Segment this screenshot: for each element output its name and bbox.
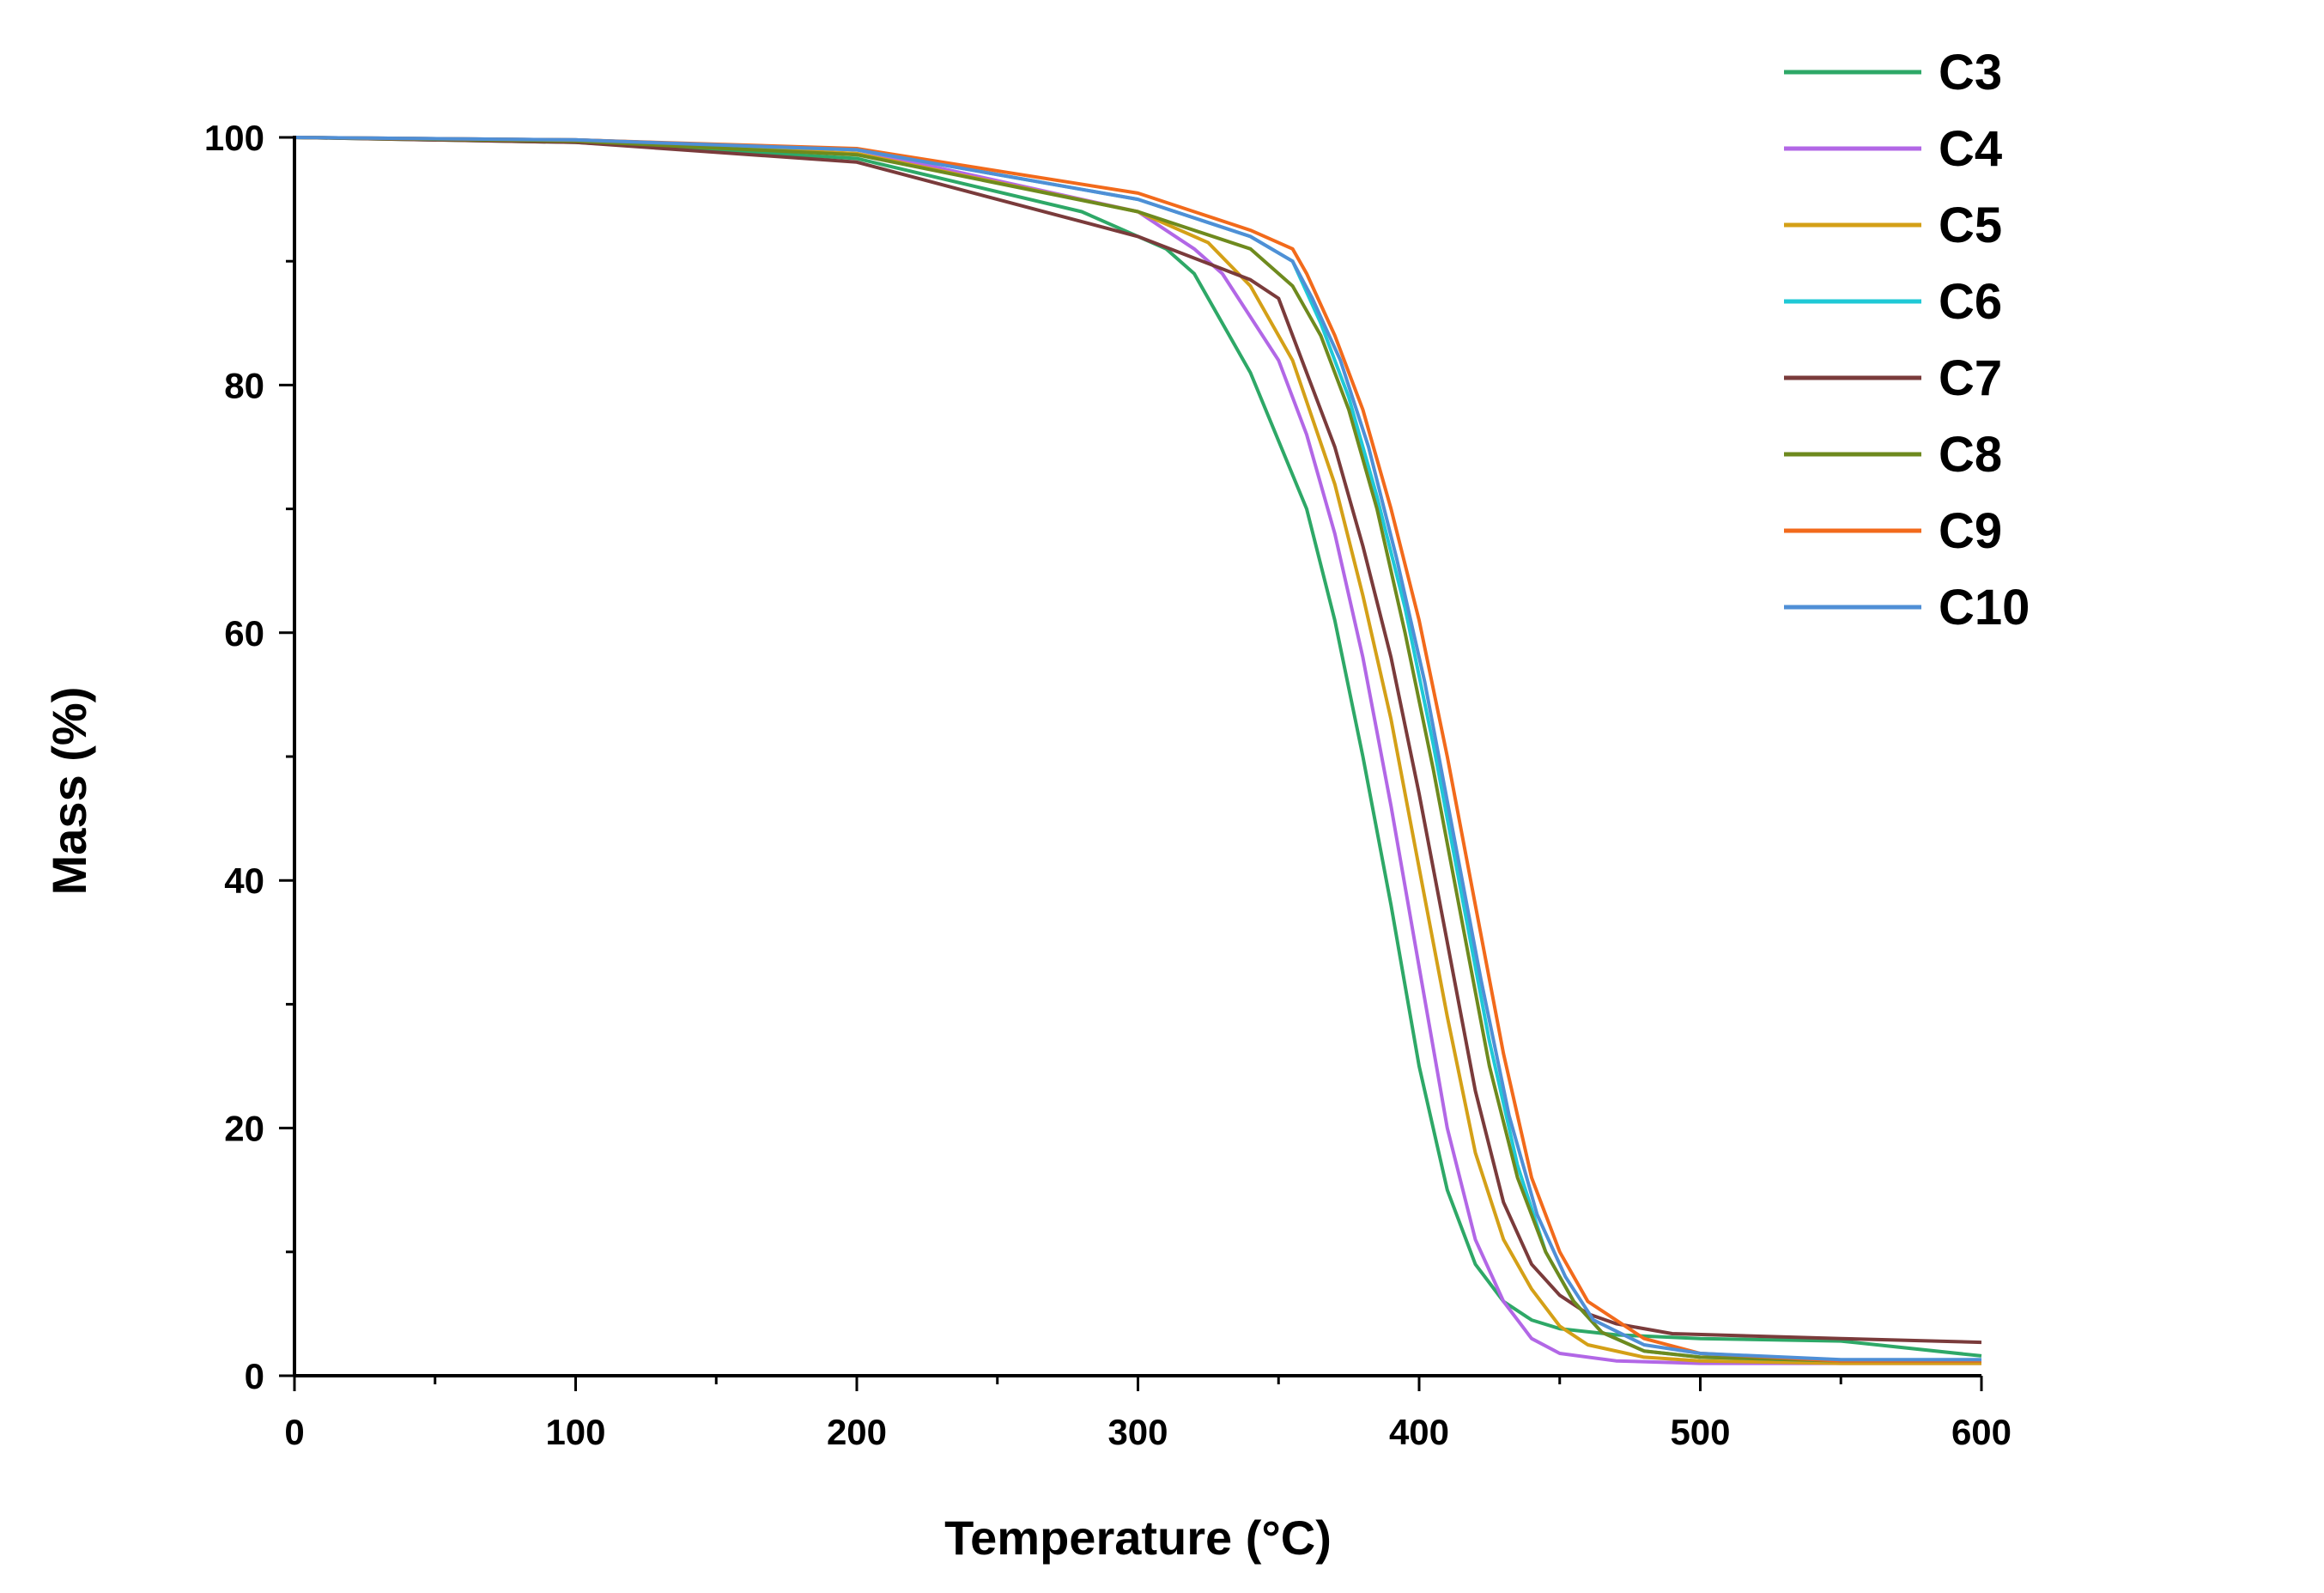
x-tick-label: 400: [1389, 1412, 1449, 1452]
series-line-c8: [294, 136, 1981, 1363]
y-tick-label: 100: [204, 118, 264, 158]
legend-label-c4: C4: [1939, 121, 2002, 177]
series-layer: [294, 136, 1982, 1365]
x-tick-label: 500: [1670, 1412, 1730, 1452]
series-line-c4: [294, 136, 1981, 1365]
ticks-layer: 0 100 200 300 400 500 600 0 20 40 60 80 100: [204, 118, 2012, 1452]
x-tick-label: 100: [545, 1412, 605, 1452]
series-line-c3: [294, 136, 1982, 1358]
y-tick-label: 80: [224, 365, 264, 405]
x-tick-label: 200: [827, 1412, 887, 1452]
x-tick-label: 600: [1951, 1412, 2012, 1452]
y-tick-label: 20: [224, 1109, 264, 1149]
legend-label-c6: C6: [1939, 274, 2002, 330]
legend-label-c3: C3: [1939, 45, 2002, 100]
x-tick-label: 300: [1107, 1412, 1168, 1452]
series-line-c6: [294, 136, 1981, 1363]
legend-label-c7: C7: [1939, 350, 2002, 406]
y-tick-label: 40: [224, 860, 264, 901]
legend-label-c8: C8: [1939, 427, 2002, 483]
x-tick-label: 0: [284, 1412, 304, 1452]
axes-layer: [293, 136, 1981, 1377]
y-tick-label: 0: [245, 1356, 264, 1396]
series-line-c9: [294, 136, 1981, 1363]
legend-label-c10: C10: [1939, 580, 2030, 635]
series-line-c10: [294, 136, 1981, 1362]
series-line-c5: [294, 136, 1981, 1365]
legend-label-c5: C5: [1939, 198, 2002, 253]
x-axis-title: Temperature (°C): [944, 1511, 1332, 1565]
legend-label-c9: C9: [1939, 503, 2002, 559]
legend: C3 C4 C5 C6 C7 C8 C9 C10: [1784, 45, 2030, 635]
y-axis-title: Mass (%): [42, 687, 96, 896]
y-tick-label: 60: [224, 613, 264, 654]
series-line-c7: [294, 136, 1982, 1345]
